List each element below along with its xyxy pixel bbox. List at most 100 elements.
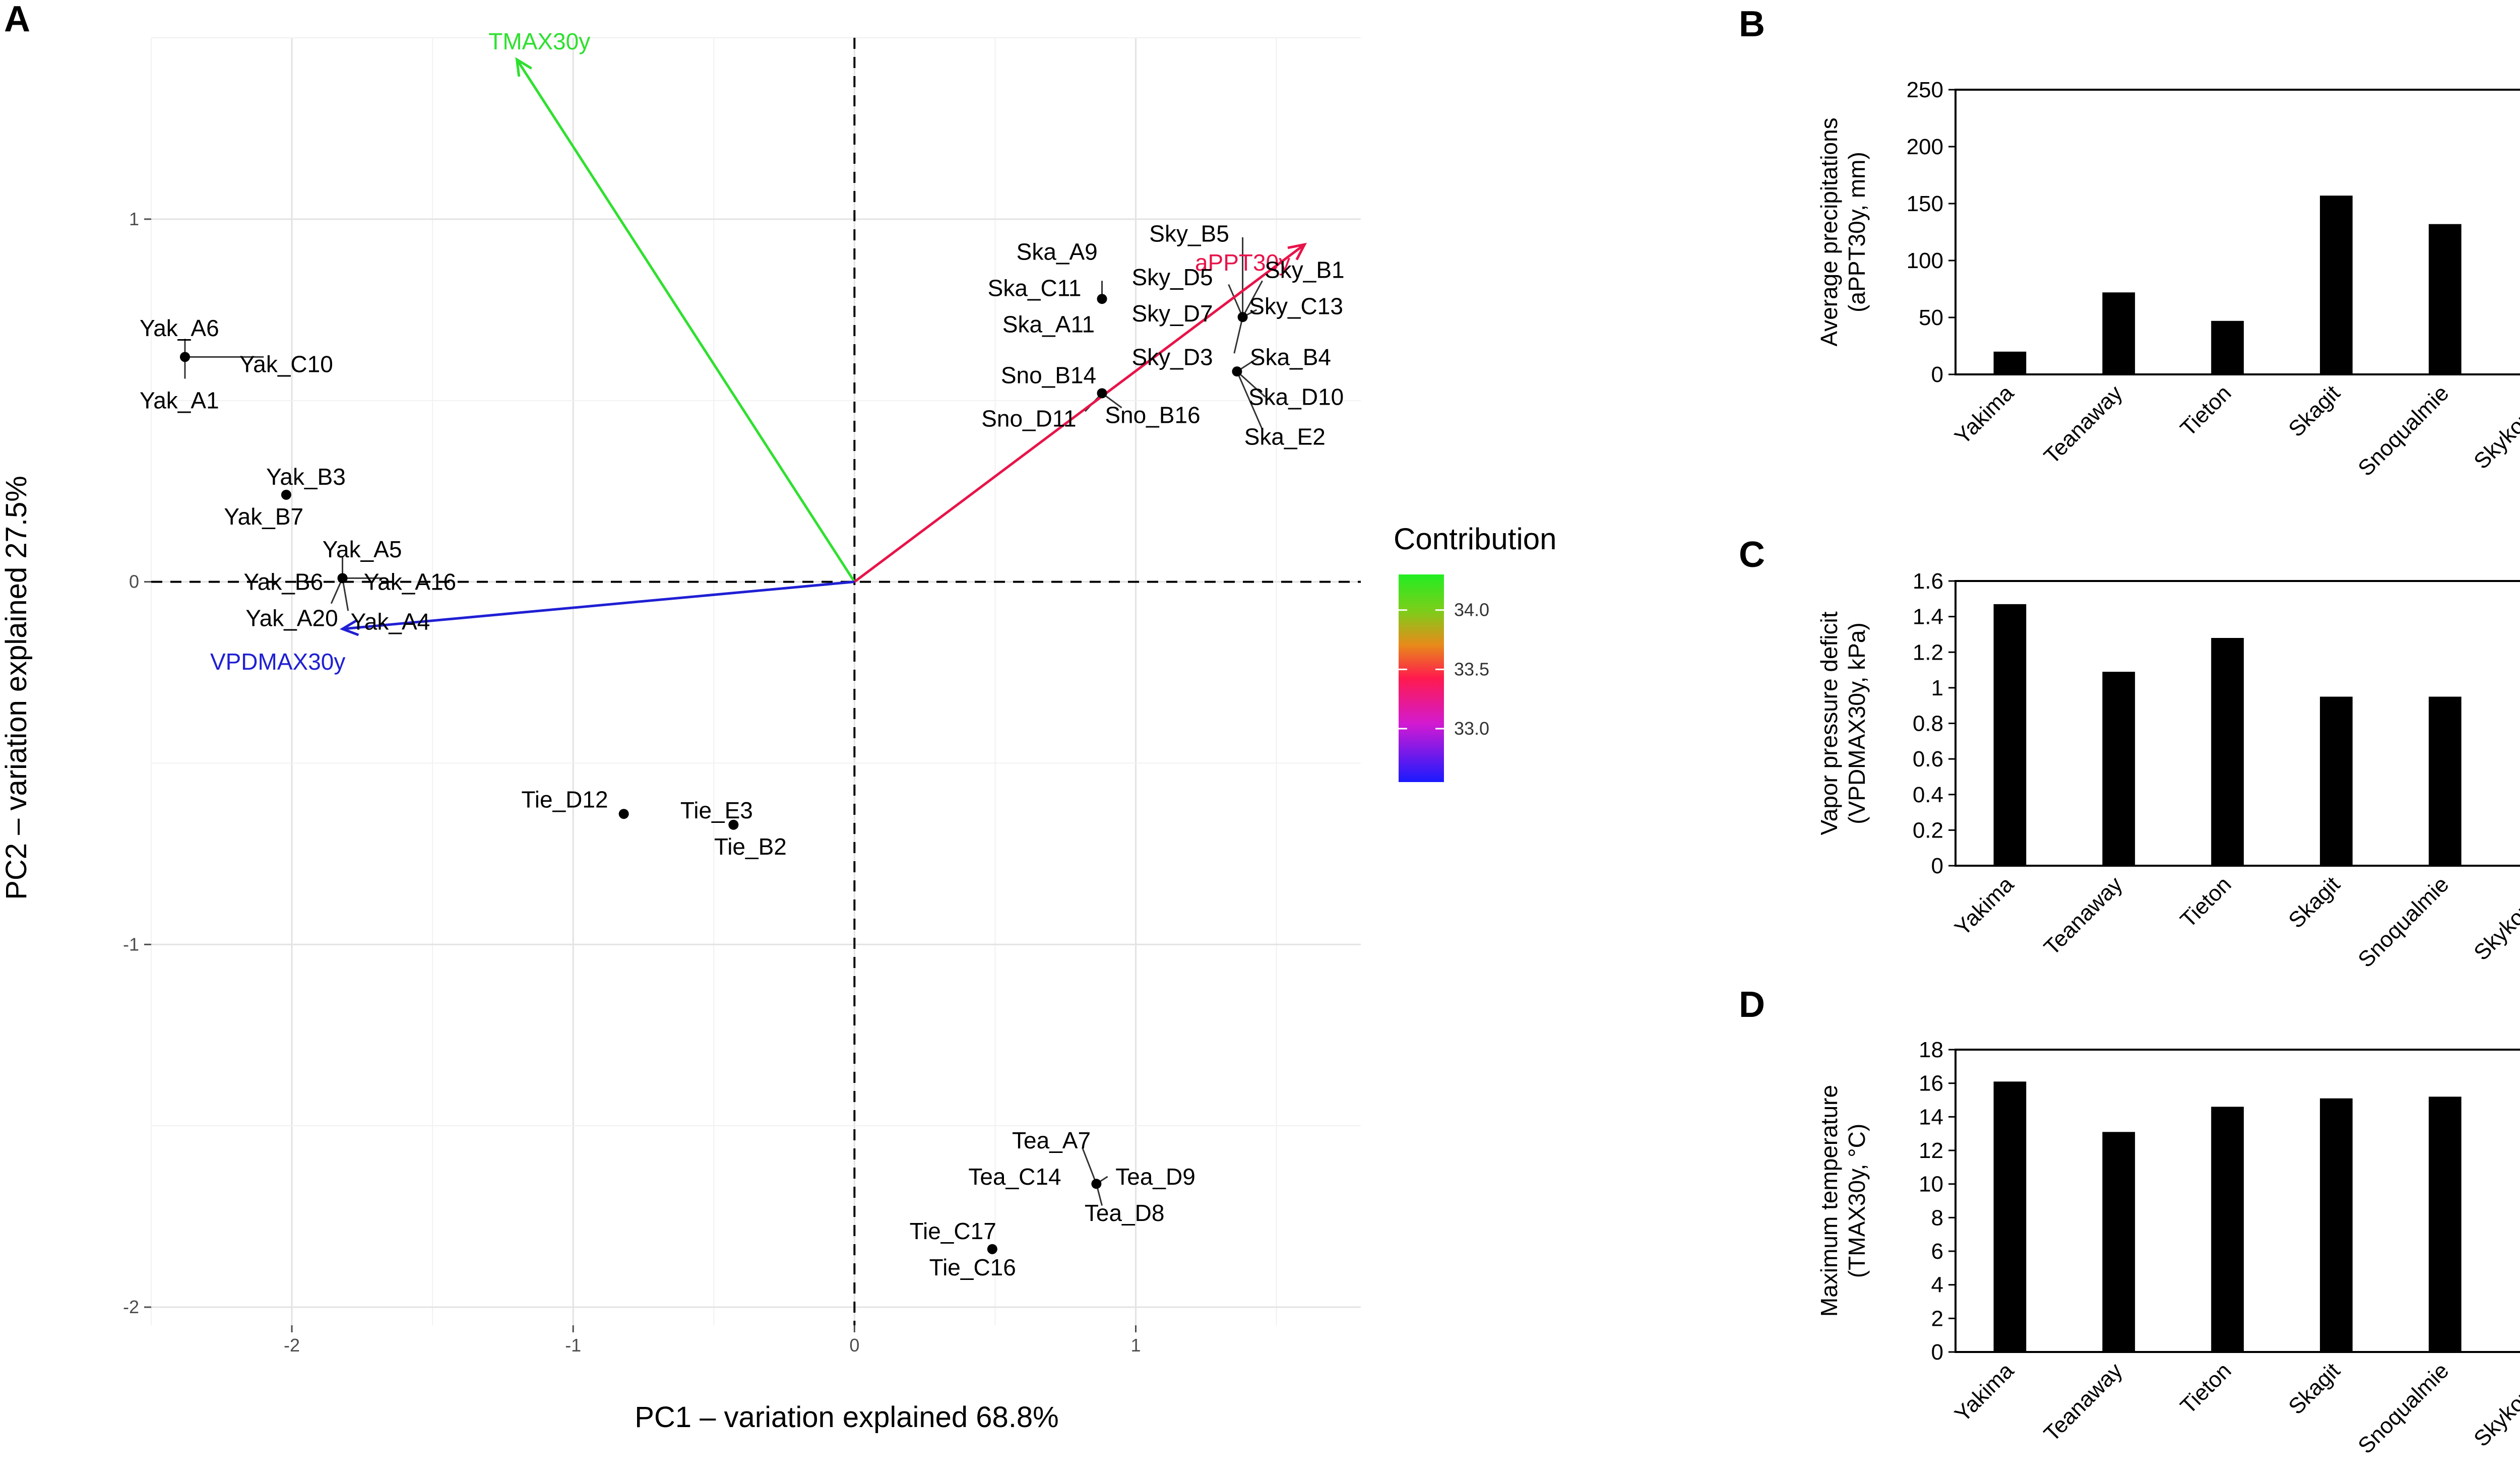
y-tick-label: 0.2 xyxy=(1913,818,1943,843)
data-point xyxy=(618,809,629,819)
point-label: Ska_C11 xyxy=(988,275,1082,301)
category-label: Skykomish xyxy=(2469,1358,2520,1451)
category-label: Tieton xyxy=(2176,380,2236,441)
y-tick-label: 8 xyxy=(1931,1205,1943,1230)
point-label: Yak_A16 xyxy=(364,569,456,595)
y-tick-label: 200 xyxy=(1907,135,1943,159)
point-label: Sky_C13 xyxy=(1249,293,1343,319)
bar-teanaway xyxy=(2102,1132,2135,1352)
y-axis-title-line1: Average precipitations xyxy=(1816,117,1842,346)
panel-d-letter: D xyxy=(1739,985,1765,1025)
point-label: Sky_D3 xyxy=(1132,344,1213,370)
bar-teanaway xyxy=(2102,672,2135,866)
bar-snoqualmie xyxy=(2428,224,2462,374)
label-connector xyxy=(1242,280,1263,317)
category-label: Tieton xyxy=(2176,1358,2236,1419)
x-tick-label: 1 xyxy=(1130,1335,1141,1356)
point-label: Yak_B7 xyxy=(224,503,303,530)
vector-arrowhead xyxy=(515,57,532,77)
bar-chart-d: 0 2 4 6 8 10 12 14 16 18 Yakima Teanaway Tieton Skagi… xyxy=(1816,1038,2520,1458)
category-label: Yakima xyxy=(1950,380,2019,449)
y-axis-title-line1: Vapor pressure deficit xyxy=(1816,611,1842,835)
data-point xyxy=(179,352,190,362)
y-axis-title-line2: (aPPT30y, mm) xyxy=(1844,152,1870,312)
category-label: Snoqualmie xyxy=(2353,1358,2453,1458)
x-tick-label: -1 xyxy=(565,1335,581,1356)
y-tick-label: 0 xyxy=(1931,854,1943,878)
legend-tick-label: 33.0 xyxy=(1454,718,1489,739)
y-tick-label: 6 xyxy=(1931,1239,1943,1264)
pca-vectors: TMAX30y aPPT30y VPDMAX30y xyxy=(210,28,1307,675)
category-label: Skagit xyxy=(2284,872,2345,933)
y-tick-label: 0 xyxy=(129,571,139,592)
x-tick-label: 0 xyxy=(849,1335,859,1356)
point-label: Tea_C14 xyxy=(968,1164,1061,1190)
pca-labels: Yak_A6Yak_C10Yak_A1Yak_B3Yak_B7Yak_A5Yak… xyxy=(140,221,1345,1280)
y-tick-label: -2 xyxy=(123,1297,139,1317)
category-label: Skagit xyxy=(2284,1358,2345,1419)
pca-ticks: -2 -1 0 1 -2 -1 0 1 xyxy=(123,209,1141,1356)
plot-frame xyxy=(1955,1049,2520,1353)
point-label: Ska_A11 xyxy=(1002,311,1095,338)
data-point xyxy=(987,1244,997,1254)
point-label: Sky_D7 xyxy=(1132,300,1213,327)
pca-x-axis-title: PC1 – variation explained 68.8% xyxy=(635,1401,1059,1434)
y-tick-label: 1.4 xyxy=(1913,605,1943,629)
y-tick-label: 14 xyxy=(1919,1105,1943,1129)
point-label: Sno_B16 xyxy=(1105,402,1200,428)
bar-snoqualmie xyxy=(2428,696,2462,866)
category-label: Snoqualmie xyxy=(2353,872,2453,972)
bar-skagit xyxy=(2320,696,2353,866)
bar-yakima xyxy=(1993,604,2027,866)
vector-label-tmax30y: TMAX30y xyxy=(488,28,590,54)
point-label: Yak_A20 xyxy=(245,605,338,631)
label-connector xyxy=(1233,316,1244,354)
bar-chart-b: 0 50 100 150 200 250 Yakima Teanaway Tieton Skagi… xyxy=(1816,78,2520,481)
y-tick-label: 0 xyxy=(1931,1340,1943,1365)
point-label: Tie_C17 xyxy=(910,1218,996,1244)
bar-tieton xyxy=(2211,320,2244,374)
panel-b-letter: B xyxy=(1739,4,1765,44)
point-label: Tie_B2 xyxy=(714,833,787,860)
y-tick-label: 0.6 xyxy=(1913,747,1943,771)
point-label: Ska_B4 xyxy=(1250,344,1331,370)
category-label: Teanaway xyxy=(2039,380,2127,469)
y-tick-label: 12 xyxy=(1919,1138,1943,1163)
bar-tieton xyxy=(2211,638,2244,866)
category-label: Teanaway xyxy=(2039,872,2127,960)
category-label: Skykomish xyxy=(2469,380,2520,474)
point-label: Sky_B5 xyxy=(1149,221,1229,247)
y-tick-label: 16 xyxy=(1919,1071,1943,1096)
y-tick-label: 50 xyxy=(1919,305,1943,330)
bar-skagit xyxy=(2320,1098,2353,1352)
vector-arrowhead xyxy=(339,619,359,636)
point-label: Sky_D5 xyxy=(1132,264,1213,290)
point-label: Tea_D8 xyxy=(1085,1200,1165,1226)
vector-appt30y xyxy=(853,243,1305,583)
category-label: Skagit xyxy=(2284,380,2345,441)
point-label: Yak_A4 xyxy=(351,609,430,635)
legend-title: Contribution xyxy=(1394,522,1557,556)
point-label: Yak_A5 xyxy=(323,536,402,562)
y-tick-label: 0 xyxy=(1931,362,1943,387)
vector-arrowhead xyxy=(1287,242,1307,261)
plot-frame xyxy=(1955,89,2520,375)
category-label: Teanaway xyxy=(2039,1358,2127,1446)
y-axis-title-line1: Maximum temperature xyxy=(1816,1085,1842,1317)
bar-snoqualmie xyxy=(2428,1097,2462,1352)
vector-label-appt30y: aPPT30y xyxy=(1195,249,1290,276)
y-axis-title-line2: (VPDMAX30y, kPa) xyxy=(1844,622,1870,824)
vector-label-vpdmax30y: VPDMAX30y xyxy=(210,649,345,675)
x-tick-label: -2 xyxy=(284,1335,300,1356)
pca-y-axis-title: PC2 – variation explained 27.5% xyxy=(0,476,33,900)
point-label: Sno_D11 xyxy=(981,406,1076,432)
y-tick-label: 18 xyxy=(1919,1038,1943,1062)
y-tick-label: 2 xyxy=(1931,1306,1943,1331)
label-connector xyxy=(1082,1147,1097,1184)
data-point xyxy=(1097,388,1107,399)
bar-tieton xyxy=(2211,1107,2244,1352)
y-tick-label: 0.4 xyxy=(1913,783,1943,807)
label-connector xyxy=(1228,284,1243,317)
data-point xyxy=(281,489,291,500)
